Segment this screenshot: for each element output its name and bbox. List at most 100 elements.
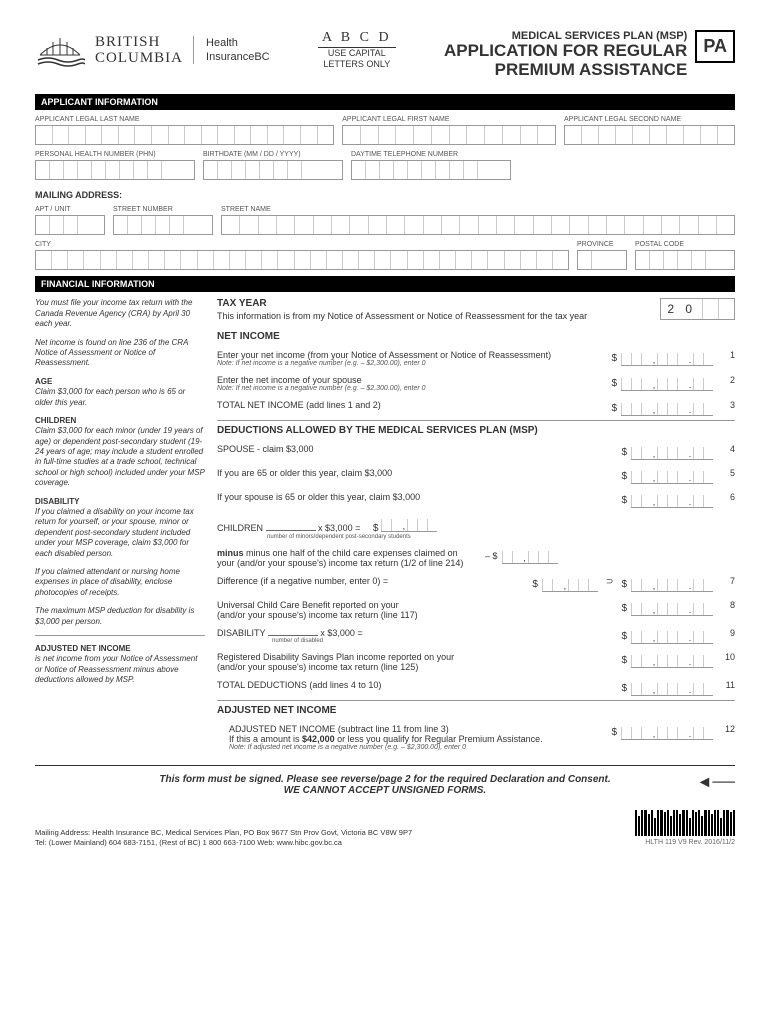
side-children-h: CHILDREN xyxy=(35,416,205,426)
line-9-text: DISABILITY x $3,000 = number of disabled xyxy=(217,628,613,644)
line-10-text: Registered Disability Savings Plan incom… xyxy=(217,652,613,672)
l2: Enter the net income of your spouse xyxy=(217,375,603,385)
line-1-text: Enter your net income (from your Notice … xyxy=(217,350,603,367)
city-field: CITY xyxy=(35,241,569,270)
line-num-5: 5 xyxy=(721,468,735,478)
phn-label: PERSONAL HEALTH NUMBER (PHN) xyxy=(35,151,195,158)
line-num-2: 2 xyxy=(721,375,735,385)
line-12: ADJUSTED NET INCOME (subtract line 11 fr… xyxy=(217,724,735,751)
line-9-amount[interactable]: $,. xyxy=(621,628,713,644)
header: BRITISH COLUMBIA Health InsuranceBC A B … xyxy=(35,30,735,79)
line-8: Universal Child Care Benefit reported on… xyxy=(217,600,735,620)
street-name-field: STREET NAME xyxy=(221,206,735,235)
phn-input[interactable] xyxy=(35,160,195,180)
line-6: If your spouse is 65 or older this year,… xyxy=(217,492,735,508)
last-name-input[interactable] xyxy=(35,125,334,145)
tax-year-row: TAX YEAR This information is from my Not… xyxy=(217,298,735,321)
title-line2: PREMIUM ASSISTANCE xyxy=(444,61,687,80)
health-line2: InsuranceBC xyxy=(206,50,270,64)
line-num-8: 8 xyxy=(721,600,735,610)
line-4: SPOUSE - claim $3,000 $,. 4 xyxy=(217,444,735,460)
form-number: HLTH 119 V9 Rev. 2016/11/2 xyxy=(635,838,735,847)
birthdate-field: BIRTHDATE (MM / DD / YYYY) xyxy=(203,151,343,180)
birthdate-label: BIRTHDATE (MM / DD / YYYY) xyxy=(203,151,343,158)
daytel-input[interactable] xyxy=(351,160,511,180)
line-7-amount[interactable]: $,. xyxy=(621,576,713,592)
side-disability-t1: If you claimed a disability on your inco… xyxy=(35,507,205,559)
children-subtotal[interactable]: , xyxy=(381,516,437,532)
last-name-field: APPLICANT LEGAL LAST NAME xyxy=(35,116,334,145)
line-1-amount[interactable]: $,. xyxy=(611,350,713,366)
side-age-t: Claim $3,000 for each person who is 65 o… xyxy=(35,387,205,408)
province-field: PROVINCE xyxy=(577,241,627,270)
footer-right: HLTH 119 V9 Rev. 2016/11/2 xyxy=(635,810,735,847)
line-6-amount[interactable]: $,. xyxy=(621,492,713,508)
barcode-icon xyxy=(635,810,735,836)
apt-input[interactable] xyxy=(35,215,105,235)
line-3: TOTAL NET INCOME (add lines 1 and 2) $,.… xyxy=(217,400,735,416)
daytel-label: DAYTIME TELEPHONE NUMBER xyxy=(351,151,511,158)
street-name-input[interactable] xyxy=(221,215,735,235)
street-name-label: STREET NAME xyxy=(221,206,735,213)
children-count-input[interactable] xyxy=(266,530,316,531)
use-capital: USE CAPITAL xyxy=(318,48,396,59)
disability-count-input[interactable] xyxy=(268,635,318,636)
line-8-amount[interactable]: $,. xyxy=(621,600,713,616)
ded-h: DEDUCTIONS ALLOWED BY THE MEDICAL SERVIC… xyxy=(217,425,735,436)
sidebar-divider xyxy=(35,635,205,636)
line-12-amount[interactable]: $,. xyxy=(611,724,713,740)
children-label: CHILDREN xyxy=(217,523,263,533)
divider-2 xyxy=(217,700,735,701)
notice2: WE CANNOT ACCEPT UNSIGNED FORMS. xyxy=(35,785,735,796)
tax-year-t: This information is from my Notice of As… xyxy=(217,311,587,321)
diff-amount-1[interactable]: $, xyxy=(532,576,598,592)
bc-logo-icon xyxy=(35,30,85,70)
line-10-amount[interactable]: $,. xyxy=(621,652,713,668)
divider-1 xyxy=(217,420,735,421)
line-5-amount[interactable]: $,. xyxy=(621,468,713,484)
diff-text: Difference (if a negative number, enter … xyxy=(217,576,524,586)
line-2-amount[interactable]: $,. xyxy=(611,375,713,391)
line-10: Registered Disability Savings Plan incom… xyxy=(217,652,735,672)
name-row: APPLICANT LEGAL LAST NAME APPLICANT LEGA… xyxy=(35,116,735,145)
l4: SPOUSE - claim $3,000 xyxy=(217,444,613,454)
city-label: CITY xyxy=(35,241,569,248)
disability-label: DISABILITY xyxy=(217,628,265,638)
side-adj-t: is net income from your Notice of Assess… xyxy=(35,654,205,685)
side-p2: Net income is found on line 236 of the C… xyxy=(35,338,205,369)
minus-amount[interactable]: – $, xyxy=(485,548,558,564)
children-row: CHILDREN x $3,000 = $ , number of minors… xyxy=(217,516,735,540)
logo-block: BRITISH COLUMBIA Health InsuranceBC xyxy=(35,30,270,70)
first-name-field: APPLICANT LEGAL FIRST NAME xyxy=(342,116,556,145)
year-box[interactable]: 2 0 xyxy=(660,298,735,320)
apt-field: APT / UNIT xyxy=(35,206,105,235)
l12n: Note: If adjusted net income is a negati… xyxy=(229,744,603,751)
l2n: Note: If net income is a negative number… xyxy=(217,385,603,392)
line-3-amount[interactable]: $,. xyxy=(611,400,713,416)
city-input[interactable] xyxy=(35,250,569,270)
second-name-input[interactable] xyxy=(564,125,735,145)
children-calc: x $3,000 = xyxy=(318,523,360,533)
province-input[interactable] xyxy=(577,250,627,270)
line-num-6: 6 xyxy=(721,492,735,502)
side-age-h: AGE xyxy=(35,377,205,387)
first-name-input[interactable] xyxy=(342,125,556,145)
children-text: CHILDREN x $3,000 = $ , number of minors… xyxy=(217,516,735,540)
tax-year-text: TAX YEAR This information is from my Not… xyxy=(217,298,587,321)
line-11-amount[interactable]: $,. xyxy=(621,680,713,696)
title-line1: APPLICATION FOR REGULAR xyxy=(444,42,687,61)
year-prefix: 2 0 xyxy=(661,302,702,316)
letters-only: LETTERS ONLY xyxy=(318,59,396,70)
l12b: If this a amount is $42,000 or less you … xyxy=(229,734,603,744)
minus-row: minus minus one half of the child care e… xyxy=(217,548,735,568)
apt-label: APT / UNIT xyxy=(35,206,105,213)
line-2-text: Enter the net income of your spouse Note… xyxy=(217,375,603,392)
line-4-amount[interactable]: $,. xyxy=(621,444,713,460)
birthdate-input[interactable] xyxy=(203,160,343,180)
street-num-input[interactable] xyxy=(113,215,213,235)
first-name-label: APPLICANT LEGAL FIRST NAME xyxy=(342,116,556,123)
side-children-t: Claim $3,000 for each minor (under 19 ye… xyxy=(35,426,205,488)
side-disability-t2: If you claimed attendant or nursing home… xyxy=(35,567,205,598)
postal-input[interactable] xyxy=(635,250,735,270)
line-1: Enter your net income (from your Notice … xyxy=(217,350,735,367)
